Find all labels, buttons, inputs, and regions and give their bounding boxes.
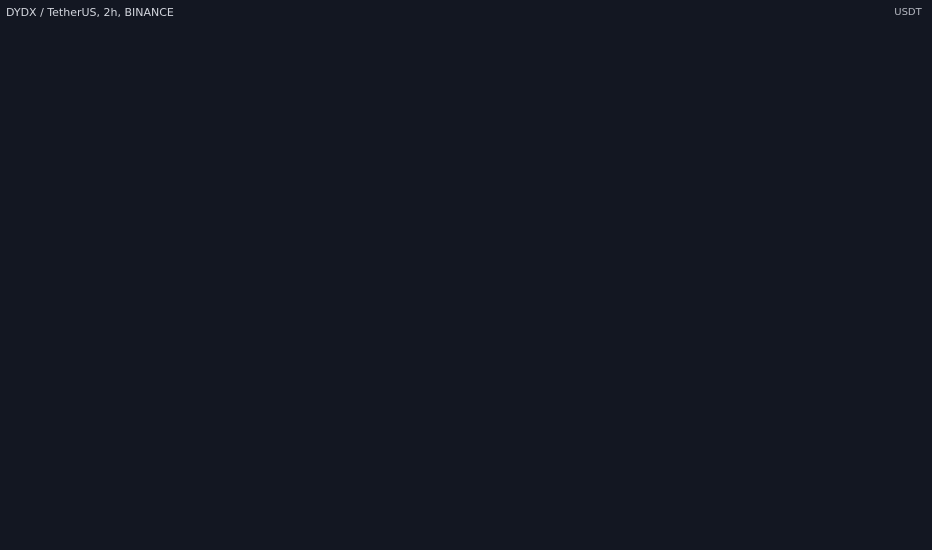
- currency-label: USDT: [894, 7, 922, 18]
- chart-title: DYDX / TetherUS, 2h, BINANCE: [6, 6, 174, 19]
